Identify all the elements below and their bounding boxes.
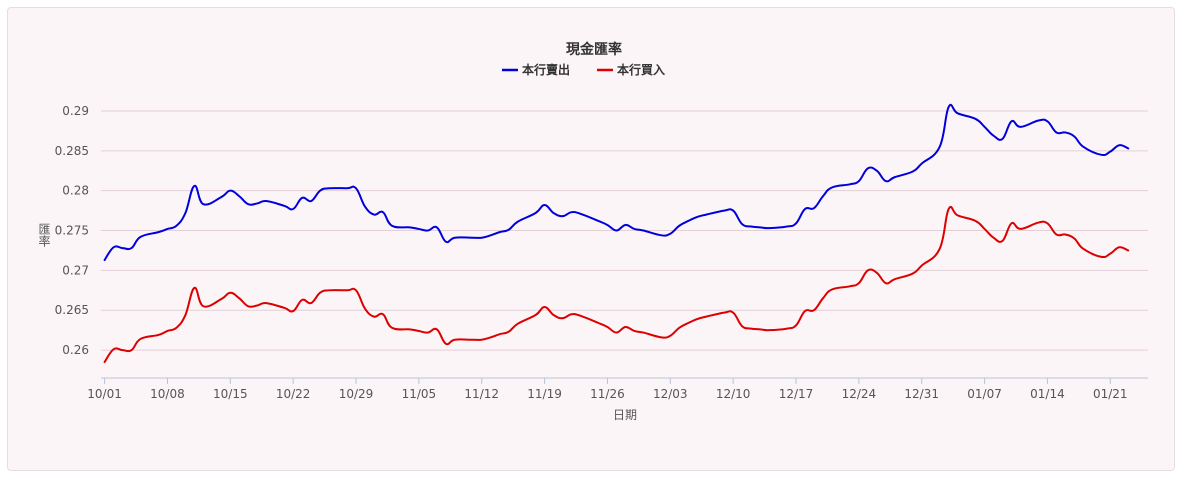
x-tick-label: 12/17: [779, 387, 814, 401]
y-tick-label: 0.265: [55, 303, 89, 317]
x-axis-ticks: 10/01 10/08 10/15 10/22 10/29 11/05 11/12 11/19…: [87, 378, 1128, 401]
x-tick-label: 11/19: [527, 387, 562, 401]
x-tick-label: 10/29: [339, 387, 374, 401]
y-tick-label: 0.26: [62, 343, 89, 357]
y-axis-label: 匯率: [37, 223, 51, 247]
x-tick-label: 12/10: [716, 387, 751, 401]
series-line-1: [103, 205, 1130, 364]
x-tick-label: 11/12: [464, 387, 499, 401]
x-tick-label: 01/07: [967, 387, 1002, 401]
x-tick-label: 10/01: [87, 387, 122, 401]
x-tick-label: 11/05: [402, 387, 437, 401]
y-tick-label: 0.27: [62, 263, 89, 277]
legend-label-1: 本行買入: [617, 62, 665, 77]
x-tick-label: 11/26: [590, 387, 625, 401]
x-tick-label: 10/08: [150, 387, 185, 401]
x-tick-label: 10/22: [276, 387, 311, 401]
x-tick-label: 01/14: [1030, 387, 1065, 401]
x-tick-label: 12/03: [653, 387, 688, 401]
series-lines: [103, 103, 1130, 364]
y-tick-label: 0.275: [55, 224, 89, 238]
y-tick-label: 0.285: [55, 144, 89, 158]
x-tick-label: 12/31: [904, 387, 939, 401]
series-line-0: [103, 103, 1130, 262]
y-tick-label: 0.28: [62, 184, 89, 198]
chart-title: 現金匯率: [566, 41, 622, 58]
x-tick-label: 01/21: [1093, 387, 1128, 401]
chart-card: [7, 7, 1175, 471]
grid-lines: [101, 110, 1148, 351]
legend: 本行賣出 本行買入: [502, 62, 665, 77]
y-axis-ticks: 0.26 0.265 0.27 0.275 0.28 0.285 0.29: [55, 104, 89, 357]
legend-label-0: 本行賣出: [522, 62, 570, 77]
x-tick-label: 10/15: [213, 387, 248, 401]
y-tick-label: 0.29: [62, 104, 89, 118]
x-axis-label: 日期: [613, 408, 637, 422]
x-tick-label: 12/24: [842, 387, 877, 401]
